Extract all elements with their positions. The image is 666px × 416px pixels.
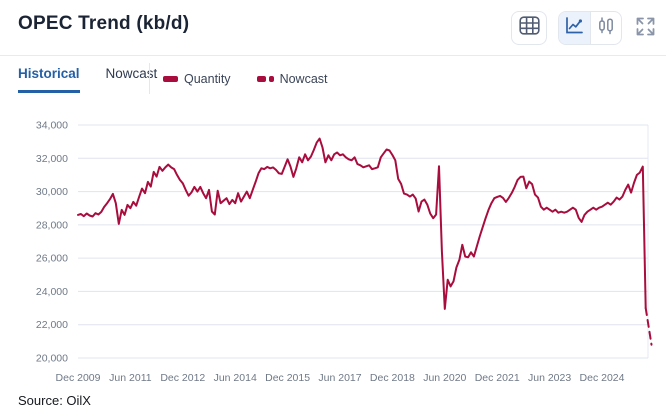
svg-text:Dec 2021: Dec 2021 <box>475 372 520 384</box>
svg-text:24,000: 24,000 <box>36 286 68 298</box>
svg-text:Jun 2023: Jun 2023 <box>528 372 571 384</box>
page-title: OPEC Trend (kb/d) <box>18 13 190 34</box>
svg-text:30,000: 30,000 <box>36 186 68 198</box>
chart-legend: Quantity Nowcast <box>163 72 328 86</box>
header-divider <box>0 55 666 56</box>
trend-chart[interactable]: 20,000 22,000 24,000 26,000 28,000 30,000 32,0… <box>0 100 666 396</box>
svg-text:Dec 2024: Dec 2024 <box>580 372 625 384</box>
nowcast-dashed-swatch-icon <box>256 76 274 82</box>
svg-text:Dec 2018: Dec 2018 <box>370 372 415 384</box>
svg-text:28,000: 28,000 <box>36 219 68 231</box>
table-view-button[interactable] <box>511 11 547 45</box>
line-chart-view-button[interactable] <box>559 12 590 44</box>
svg-text:Dec 2009: Dec 2009 <box>56 372 101 384</box>
svg-text:26,000: 26,000 <box>36 253 68 265</box>
svg-text:Jun 2014: Jun 2014 <box>214 372 257 384</box>
bar-chart-view-button[interactable] <box>589 12 622 44</box>
line-chart-icon <box>565 17 584 39</box>
legend-label: Nowcast <box>279 72 328 86</box>
source-note: Source: OilX <box>18 393 91 408</box>
svg-text:20,000: 20,000 <box>36 353 68 365</box>
tabs-legend-divider <box>149 63 150 94</box>
quantity-line-swatch-icon <box>163 76 178 82</box>
bar-chart-icon <box>597 16 615 40</box>
svg-text:34,000: 34,000 <box>36 120 68 132</box>
fullscreen-icon <box>635 16 656 42</box>
tab-historical[interactable]: Historical <box>18 66 80 93</box>
tab-bar: Historical Nowcast <box>18 66 157 93</box>
svg-text:22,000: 22,000 <box>36 319 68 331</box>
svg-text:Dec 2012: Dec 2012 <box>160 372 205 384</box>
tab-nowcast[interactable]: Nowcast <box>105 66 158 81</box>
fullscreen-button[interactable] <box>634 17 657 40</box>
legend-item-nowcast[interactable]: Nowcast <box>256 72 328 86</box>
legend-item-quantity[interactable]: Quantity <box>163 72 231 86</box>
svg-text:Jun 2020: Jun 2020 <box>423 372 466 384</box>
svg-text:Jun 2017: Jun 2017 <box>318 372 361 384</box>
svg-text:Dec 2015: Dec 2015 <box>265 372 310 384</box>
table-icon <box>518 16 540 40</box>
legend-label: Quantity <box>184 72 231 86</box>
chart-type-toggle <box>558 11 622 45</box>
svg-text:Jun 2011: Jun 2011 <box>109 372 152 384</box>
svg-text:32,000: 32,000 <box>36 153 68 165</box>
